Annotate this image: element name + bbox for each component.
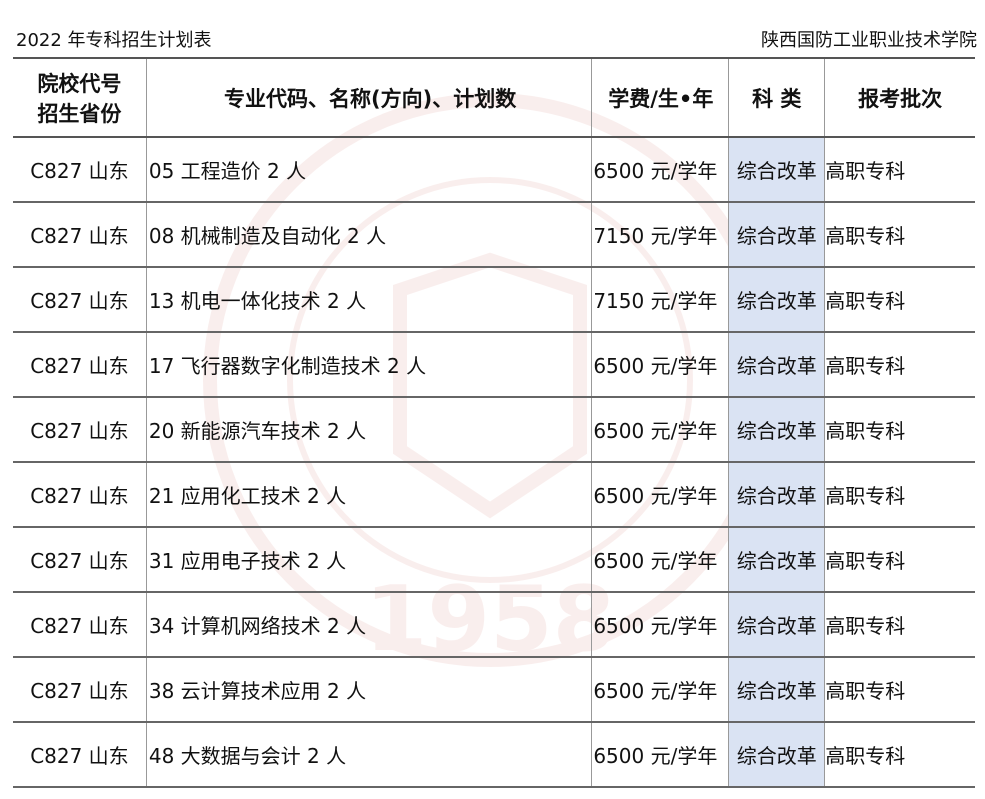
tuition-cell: 7150 元/学年 <box>591 202 730 268</box>
header-line: 招生省份 <box>37 101 122 126</box>
major-cell: 31 应用电子技术 2 人 <box>145 527 593 593</box>
school-province-cell: C827 山东 <box>13 332 147 398</box>
table-row: C827 山东 08 机械制造及自动化 2 人 7150 元/学年 综合改革 高职专科 <box>13 202 975 268</box>
school-province-cell: C827 山东 <box>13 592 147 658</box>
category-cell: 综合改革 <box>728 137 826 203</box>
category-cell: 综合改革 <box>728 462 826 528</box>
school-province-cell: C827 山东 <box>13 267 147 333</box>
category-cell: 综合改革 <box>728 202 826 268</box>
major-cell: 38 云计算技术应用 2 人 <box>145 657 593 723</box>
batch-cell: 高职专科 <box>824 657 975 723</box>
header-line: 院校代号 <box>37 71 122 96</box>
batch-cell: 高职专科 <box>824 267 975 333</box>
category-cell: 综合改革 <box>728 657 826 723</box>
header-major: 专业代码、名称(方向)、计划数 <box>145 57 593 138</box>
category-cell: 综合改革 <box>728 397 826 463</box>
table-row: C827 山东 31 应用电子技术 2 人 6500 元/学年 综合改革 高职专科 <box>13 527 975 593</box>
school-province-cell: C827 山东 <box>13 722 147 788</box>
category-cell: 综合改革 <box>728 527 826 593</box>
category-cell: 综合改革 <box>728 267 826 333</box>
tuition-cell: 6500 元/学年 <box>591 462 730 528</box>
header-batch: 报考批次 <box>824 57 975 138</box>
major-cell: 13 机电一体化技术 2 人 <box>145 267 593 333</box>
tuition-cell: 6500 元/学年 <box>591 332 730 398</box>
header-school-code-province: 院校代号 招生省份 <box>13 57 147 138</box>
category-cell: 综合改革 <box>728 332 826 398</box>
enrollment-plan-table: 院校代号招生省份 专业代码、名称(方向)、计划数 学费/生•年 科 类 报考批次… <box>13 57 975 788</box>
tuition-cell: 6500 元/学年 <box>591 722 730 788</box>
batch-cell: 高职专科 <box>824 527 975 593</box>
tuition-cell: 7150 元/学年 <box>591 267 730 333</box>
school-province-cell: C827 山东 <box>13 462 147 528</box>
header-category: 科 类 <box>728 57 826 138</box>
table-row: C827 山东 21 应用化工技术 2 人 6500 元/学年 综合改革 高职专科 <box>13 462 975 528</box>
school-province-cell: C827 山东 <box>13 397 147 463</box>
table-row: C827 山东 13 机电一体化技术 2 人 7150 元/学年 综合改革 高职专科 <box>13 267 975 333</box>
batch-cell: 高职专科 <box>824 722 975 788</box>
major-cell: 08 机械制造及自动化 2 人 <box>145 202 593 268</box>
category-cell: 综合改革 <box>728 592 826 658</box>
major-cell: 34 计算机网络技术 2 人 <box>145 592 593 658</box>
batch-cell: 高职专科 <box>824 202 975 268</box>
school-name: 陕西国防工业职业技术学院 <box>761 30 977 51</box>
major-cell: 17 飞行器数字化制造技术 2 人 <box>145 332 593 398</box>
school-province-cell: C827 山东 <box>13 657 147 723</box>
major-cell: 21 应用化工技术 2 人 <box>145 462 593 528</box>
batch-cell: 高职专科 <box>824 592 975 658</box>
batch-cell: 高职专科 <box>824 332 975 398</box>
header-row: 院校代号招生省份 专业代码、名称(方向)、计划数 学费/生•年 科 类 报考批次 <box>13 57 975 138</box>
table-row: C827 山东 48 大数据与会计 2 人 6500 元/学年 综合改革 高职专科 <box>13 722 975 788</box>
tuition-cell: 6500 元/学年 <box>591 592 730 658</box>
school-province-cell: C827 山东 <box>13 527 147 593</box>
tuition-cell: 6500 元/学年 <box>591 527 730 593</box>
table-row: C827 山东 34 计算机网络技术 2 人 6500 元/学年 综合改革 高职专科 <box>13 592 975 658</box>
batch-cell: 高职专科 <box>824 462 975 528</box>
table-row: C827 山东 20 新能源汽车技术 2 人 6500 元/学年 综合改革 高职专科 <box>13 397 975 463</box>
tuition-cell: 6500 元/学年 <box>591 657 730 723</box>
table-row: C827 山东 17 飞行器数字化制造技术 2 人 6500 元/学年 综合改革 高职专… <box>13 332 975 398</box>
tuition-cell: 6500 元/学年 <box>591 137 730 203</box>
header-tuition: 学费/生•年 <box>591 57 730 138</box>
tuition-cell: 6500 元/学年 <box>591 397 730 463</box>
school-province-cell: C827 山东 <box>13 137 147 203</box>
batch-cell: 高职专科 <box>824 137 975 203</box>
document-title: 2022 年专科招生计划表 <box>16 30 212 51</box>
major-cell: 05 工程造价 2 人 <box>145 137 593 203</box>
table-row: C827 山东 05 工程造价 2 人 6500 元/学年 综合改革 高职专科 <box>13 137 975 203</box>
major-cell: 48 大数据与会计 2 人 <box>145 722 593 788</box>
batch-cell: 高职专科 <box>824 397 975 463</box>
major-cell: 20 新能源汽车技术 2 人 <box>145 397 593 463</box>
table-row: C827 山东 38 云计算技术应用 2 人 6500 元/学年 综合改革 高职专科 <box>13 657 975 723</box>
category-cell: 综合改革 <box>728 722 826 788</box>
school-province-cell: C827 山东 <box>13 202 147 268</box>
